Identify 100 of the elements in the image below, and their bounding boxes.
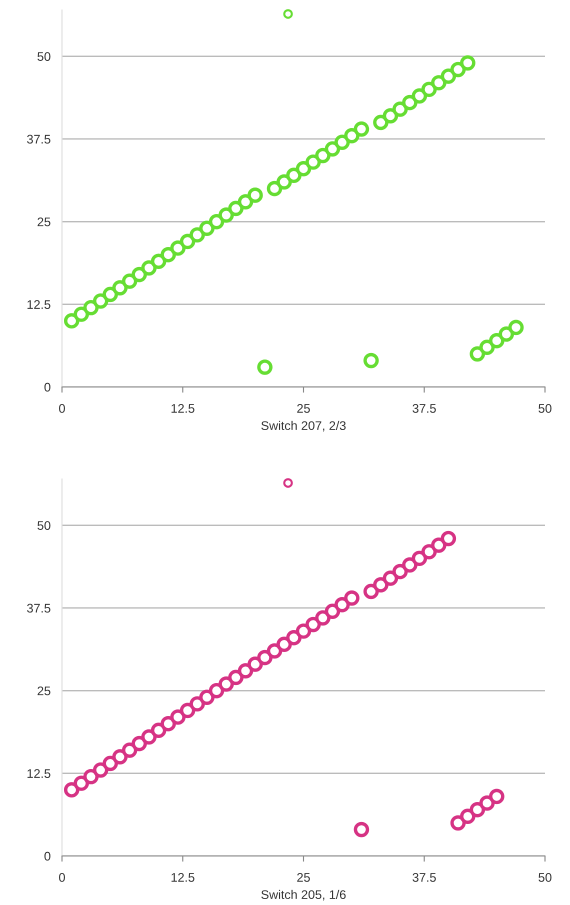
y-tick-label: 0 [44,852,50,861]
point [324,141,340,157]
point [363,584,379,600]
point [402,557,418,573]
point [421,82,437,98]
point [112,280,128,296]
point [296,623,312,639]
point [160,716,176,732]
x-tick-label: 50 [538,404,552,413]
point [344,590,360,606]
point [170,709,186,725]
point [431,75,446,90]
point [508,320,524,336]
point [238,663,254,678]
point [248,656,263,672]
x-tick-label: 0 [59,872,65,882]
point [122,742,138,758]
x-tick-label: 50 [538,872,552,882]
point [228,670,244,686]
point [382,570,398,586]
point [83,300,99,316]
point [392,102,408,117]
x-tick-label: 12.5 [172,872,194,882]
point [412,88,428,104]
point [257,359,273,375]
point [248,188,263,203]
point [315,148,331,164]
point [190,696,205,712]
point [238,194,254,210]
point [92,293,108,309]
point [450,62,466,78]
x-axis-title: Switch 207, 2/3 [261,420,346,432]
point [102,286,118,302]
point [460,55,476,71]
point [257,650,273,666]
point [460,808,476,824]
point [199,220,215,236]
point [498,326,514,342]
point [276,174,292,190]
y-tick-label: 37.5 [27,604,50,613]
point [305,154,321,170]
point [286,168,302,184]
point [354,121,370,137]
point [228,200,244,216]
x-tick-label: 12.5 [172,404,194,413]
point [150,722,166,738]
point [276,636,292,652]
point [363,352,379,368]
point [489,333,504,348]
point [102,756,118,772]
point [373,577,388,593]
x-tick-label: 25 [297,404,310,413]
point [122,273,138,289]
point [141,260,157,276]
point [450,815,466,831]
point [334,596,350,612]
point [180,234,196,250]
y-tick-label: 50 [37,52,50,61]
point [382,108,398,124]
point [489,788,504,804]
point [83,768,99,784]
point [208,682,224,698]
point [470,346,486,362]
point [141,729,157,745]
y-tick-label: 12.5 [28,769,50,778]
point [421,544,437,560]
point [283,9,293,19]
point [132,736,147,752]
point [479,795,495,811]
point [74,306,90,322]
point [315,610,331,626]
point [334,134,350,150]
point [296,161,312,176]
point [218,207,234,223]
point [305,616,321,632]
point [440,68,456,84]
y-tick-label: 12.5 [28,300,50,309]
point [266,643,282,659]
point [266,180,282,196]
point [412,550,428,566]
point [74,776,90,791]
point [218,676,234,692]
point [440,530,456,546]
y-tick-label: 25 [38,686,50,696]
point [64,313,80,329]
point [392,564,408,580]
point [344,128,360,144]
y-tick-label: 37.5 [27,134,50,144]
point [286,630,302,646]
point [479,340,495,355]
point [160,247,176,262]
y-tick-label: 0 [44,382,50,392]
y-tick-label: 25 [38,217,50,226]
point [431,537,446,553]
point [324,604,340,619]
x-tick-label: 37.5 [412,872,436,882]
x-axis-title: Switch 205, 1/6 [261,890,346,901]
point [208,214,224,230]
x-tick-label: 0 [59,404,65,413]
point [373,114,388,130]
